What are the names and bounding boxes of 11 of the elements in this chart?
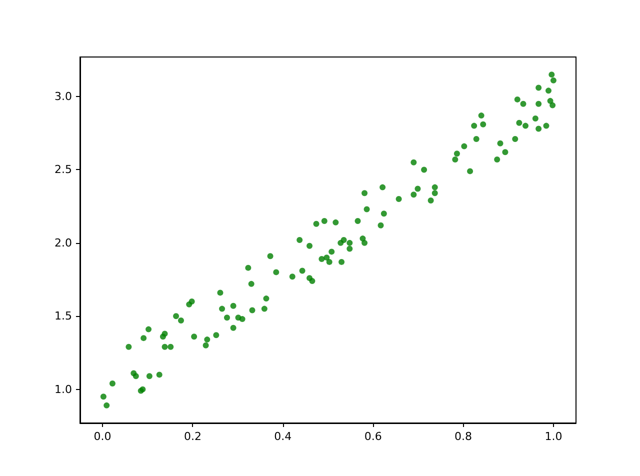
x-tick-label: 0.0 — [94, 430, 112, 443]
y-tick-label: 1.0 — [54, 382, 72, 396]
x-tick-label: 1.0 — [544, 430, 562, 443]
y-tick-label: 3.0 — [54, 90, 72, 104]
y-tick-label: 2.5 — [54, 163, 72, 176]
x-tick-label: 0.8 — [454, 430, 472, 443]
x-tick-label: 0.4 — [274, 430, 292, 443]
x-tick-label: 0.6 — [364, 430, 382, 443]
y-tick-label: 1.5 — [54, 310, 72, 323]
y-tick-label: 2.0 — [54, 236, 72, 250]
x-tick-label: 0.2 — [184, 430, 202, 443]
